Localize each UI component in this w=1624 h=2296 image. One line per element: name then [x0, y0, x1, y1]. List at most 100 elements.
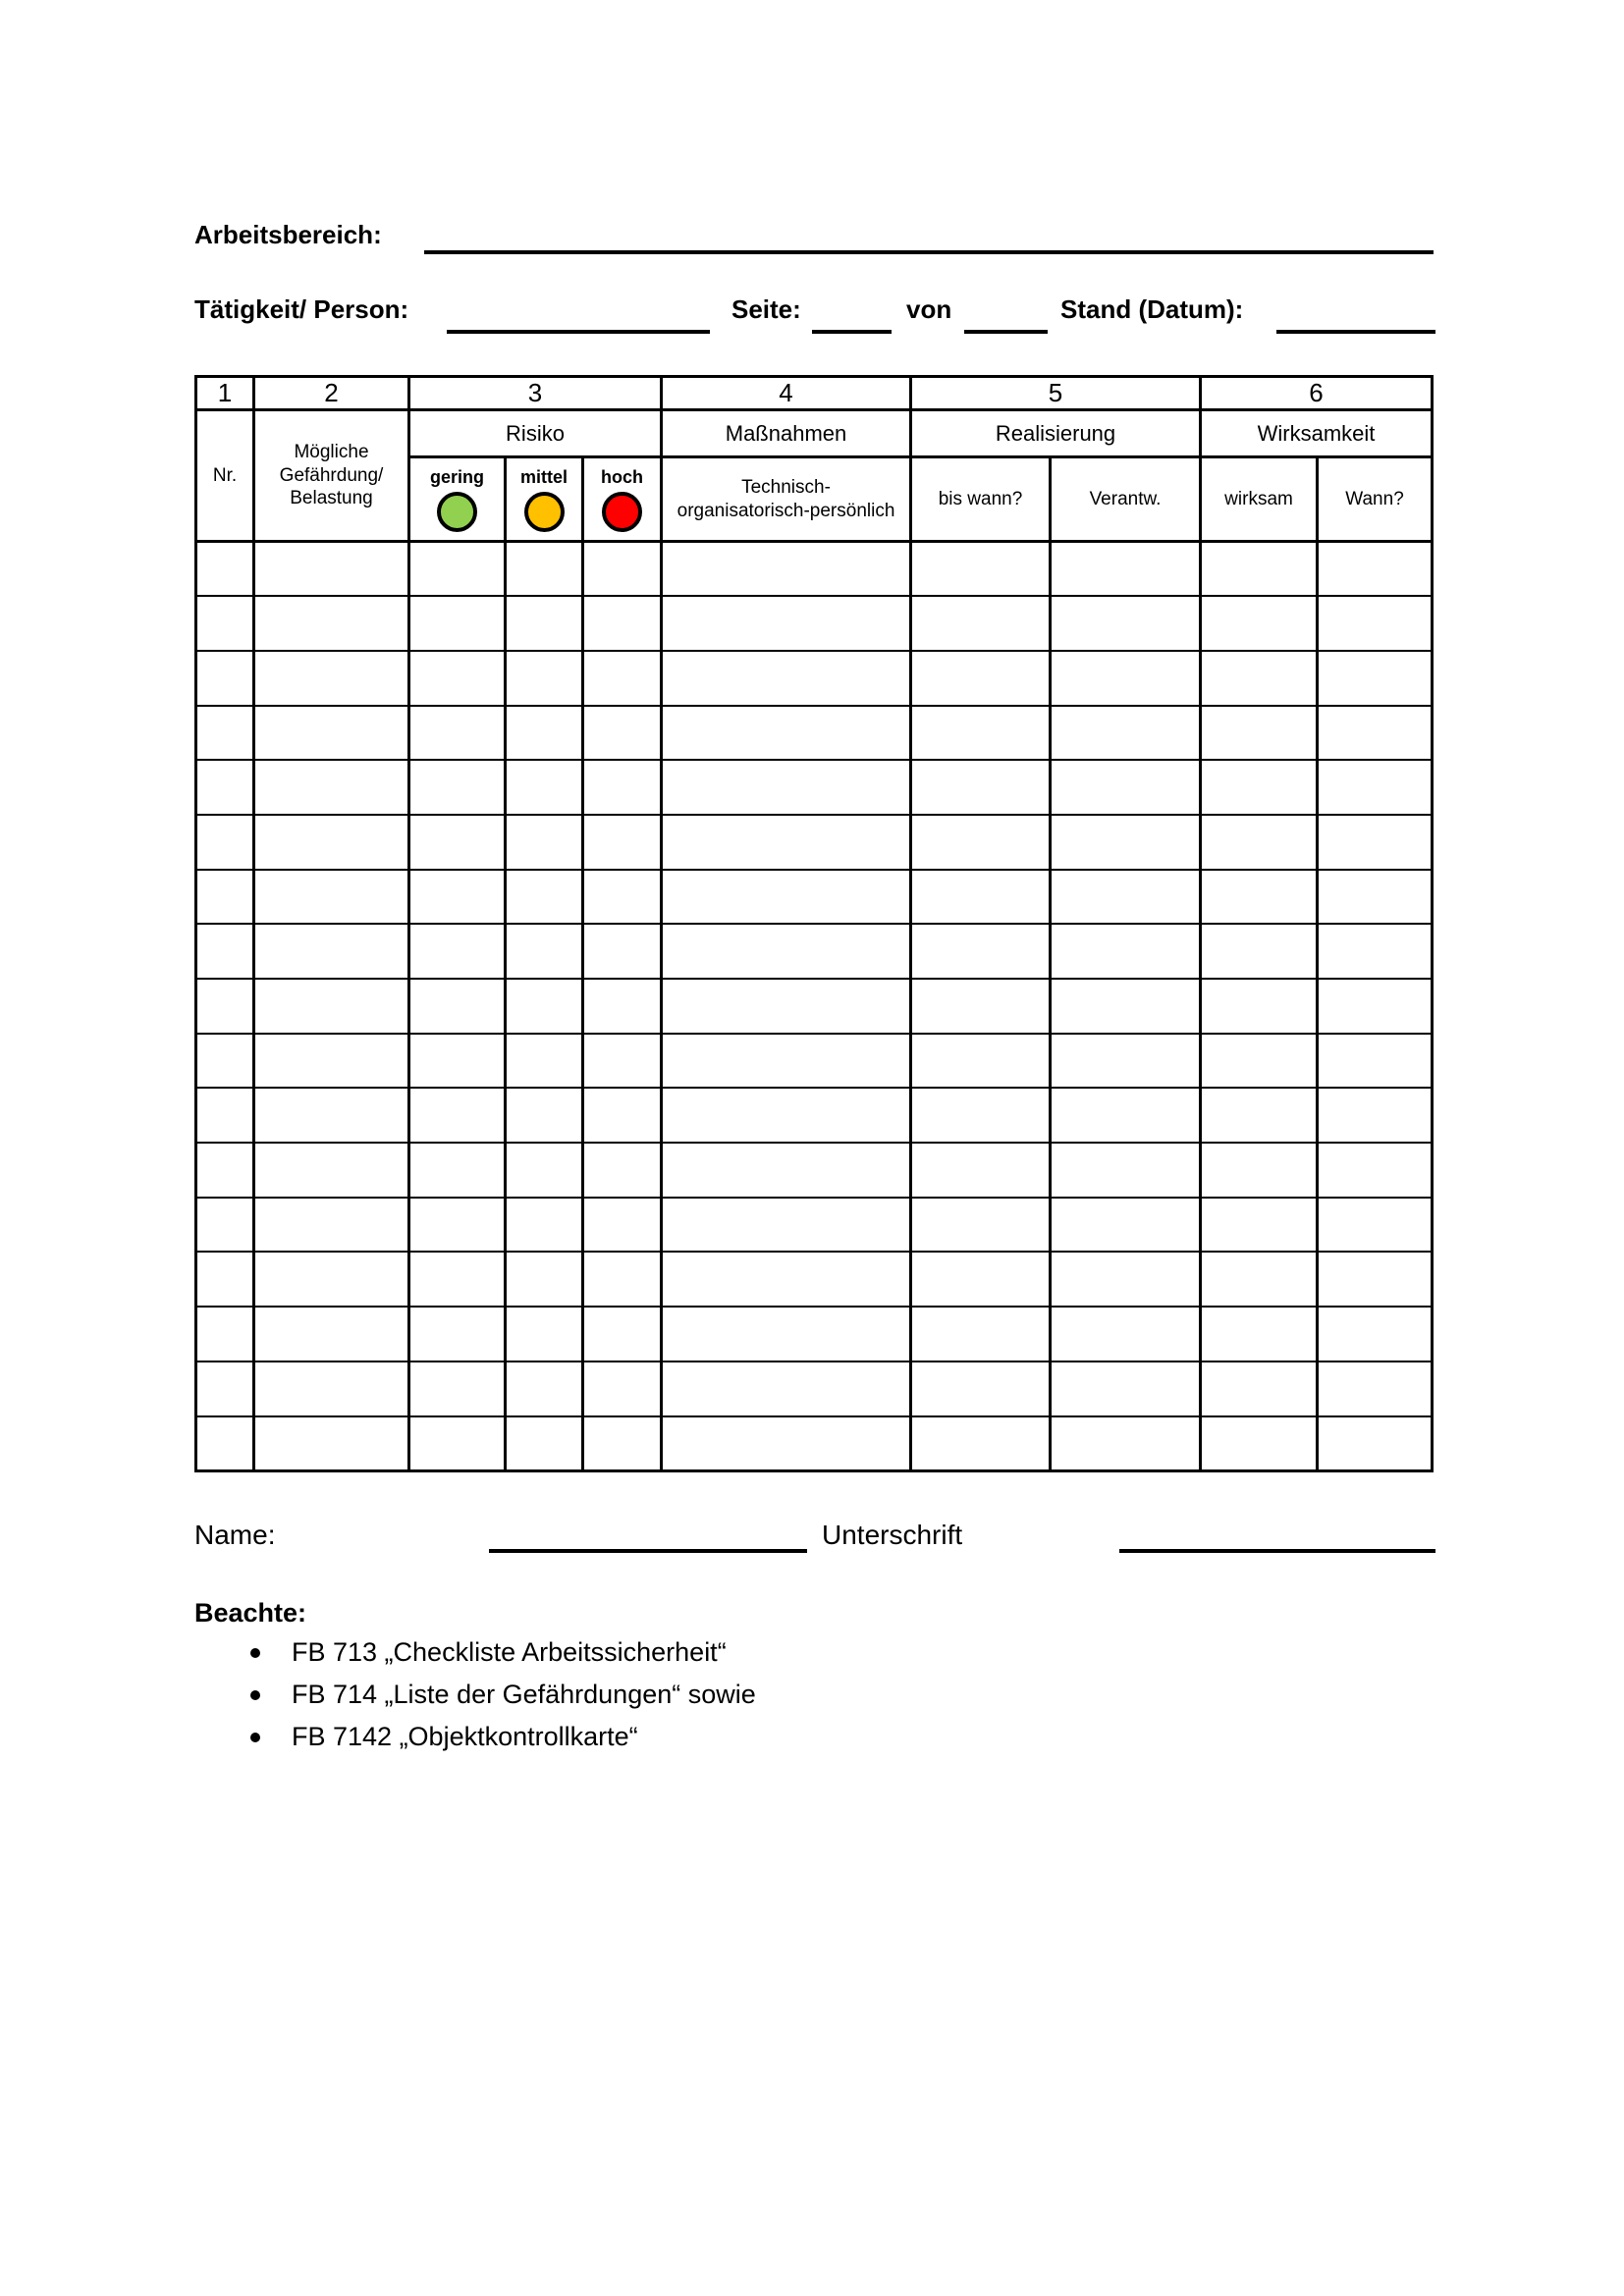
table-row — [194, 1087, 1435, 1145]
empty-form-cell — [1049, 1032, 1203, 1090]
empty-form-cell — [1049, 978, 1203, 1035]
empty-form-cell — [1199, 704, 1320, 762]
empty-form-cell — [660, 1087, 913, 1145]
empty-form-cell — [407, 1196, 507, 1254]
empty-form-cell — [1199, 595, 1320, 652]
empty-form-cell — [580, 923, 664, 980]
name-label: Name: — [194, 1520, 276, 1550]
empty-form-cell — [909, 1032, 1053, 1090]
empty-form-cell — [909, 1251, 1053, 1308]
empty-form-cell — [1049, 1196, 1203, 1254]
empty-form-cell — [660, 1251, 913, 1308]
realisierung-header: Realisierung — [909, 408, 1203, 458]
empty-form-cell — [909, 923, 1053, 980]
empty-form-cell — [1316, 813, 1435, 871]
empty-form-cell — [252, 1360, 410, 1417]
empty-form-cell — [504, 1251, 584, 1308]
empty-form-cell — [1199, 978, 1320, 1035]
empty-form-cell — [660, 759, 913, 816]
empty-form-cell — [252, 759, 410, 816]
stand-field-line — [1276, 330, 1435, 334]
empty-form-cell — [1049, 704, 1203, 762]
empty-form-cell — [407, 1360, 507, 1417]
empty-form-cell — [1199, 868, 1320, 926]
empty-form-cell — [194, 813, 255, 871]
bullet-icon — [250, 1647, 260, 1658]
von-label: von — [906, 294, 952, 324]
empty-form-cell — [1049, 813, 1203, 871]
table-row — [194, 923, 1435, 980]
empty-form-cell — [580, 1196, 664, 1254]
empty-form-cell — [194, 540, 255, 598]
empty-form-cell — [252, 1415, 410, 1472]
empty-form-cell — [660, 595, 913, 652]
empty-form-cell — [504, 1196, 584, 1254]
empty-form-cell — [909, 1087, 1053, 1145]
empty-form-cell — [909, 1142, 1053, 1199]
empty-form-cell — [252, 540, 410, 598]
empty-form-cell — [1049, 1142, 1203, 1199]
empty-form-cell — [660, 1142, 913, 1199]
empty-form-cell — [1049, 1360, 1203, 1417]
empty-form-cell — [194, 1032, 255, 1090]
sub-header-row: gering mittel hoch Technisch- organisato… — [196, 455, 1435, 543]
empty-form-cell — [504, 1360, 584, 1417]
empty-form-cell — [194, 1196, 255, 1254]
risk-hoch-label: hoch — [601, 467, 643, 488]
table-row — [194, 1142, 1435, 1199]
empty-form-cell — [504, 978, 584, 1035]
empty-form-cell — [660, 923, 913, 980]
empty-form-cell — [1316, 595, 1435, 652]
empty-form-cell — [504, 540, 584, 598]
table-row — [194, 759, 1435, 816]
empty-form-cell — [407, 1142, 507, 1199]
empty-form-cell — [194, 923, 255, 980]
empty-form-cell — [1199, 540, 1320, 598]
empty-form-cell — [1316, 978, 1435, 1035]
empty-form-cell — [660, 1196, 913, 1254]
empty-form-cell — [252, 649, 410, 707]
table-row — [194, 1360, 1435, 1417]
empty-form-cell — [660, 868, 913, 926]
empty-form-cell — [1199, 1360, 1320, 1417]
empty-form-cell — [1199, 1196, 1320, 1254]
empty-form-cell — [1316, 1142, 1435, 1199]
empty-form-cell — [1199, 1032, 1320, 1090]
empty-form-cell — [1316, 1415, 1435, 1472]
empty-form-cell — [1049, 649, 1203, 707]
bullet-icon — [250, 1689, 260, 1700]
seite-label: Seite: — [731, 294, 801, 324]
empty-form-cell — [407, 759, 507, 816]
list-item: FB 713 „Checkliste Arbeitssicherheit“ — [250, 1631, 756, 1674]
unterschrift-signature-line — [1119, 1549, 1435, 1553]
empty-form-cell — [1316, 649, 1435, 707]
empty-form-cell — [909, 1360, 1053, 1417]
empty-form-cell — [252, 704, 410, 762]
col-number-2: 2 — [252, 375, 410, 411]
empty-form-cell — [194, 978, 255, 1035]
col-number-5: 5 — [909, 375, 1203, 411]
note-text: FB 7142 „Objektkontrollkarte“ — [292, 1722, 638, 1751]
risk-table-body — [194, 540, 1435, 1472]
empty-form-cell — [407, 540, 507, 598]
name-signature-line — [489, 1549, 807, 1553]
notes-list: FB 713 „Checkliste Arbeitssicherheit“ FB… — [250, 1631, 756, 1758]
massnahmen-header: Maßnahmen — [660, 408, 913, 458]
empty-form-cell — [909, 813, 1053, 871]
empty-form-cell — [580, 1032, 664, 1090]
bis-wann-header: bis wann? — [909, 455, 1053, 543]
empty-form-cell — [194, 1251, 255, 1308]
verantw-header: Verantw. — [1049, 455, 1203, 543]
table-row — [194, 1415, 1435, 1472]
empty-form-cell — [194, 649, 255, 707]
unterschrift-label: Unterschrift — [822, 1520, 963, 1550]
empty-form-cell — [909, 540, 1053, 598]
empty-form-cell — [1049, 1087, 1203, 1145]
empty-form-cell — [504, 923, 584, 980]
group-header-row: Nr. Mögliche Gefährdung/ Belastung Risik… — [194, 408, 1435, 543]
empty-form-cell — [252, 923, 410, 980]
amber-circle-icon — [523, 491, 565, 532]
empty-form-cell — [1316, 1360, 1435, 1417]
risiko-header: Risiko — [406, 408, 664, 458]
